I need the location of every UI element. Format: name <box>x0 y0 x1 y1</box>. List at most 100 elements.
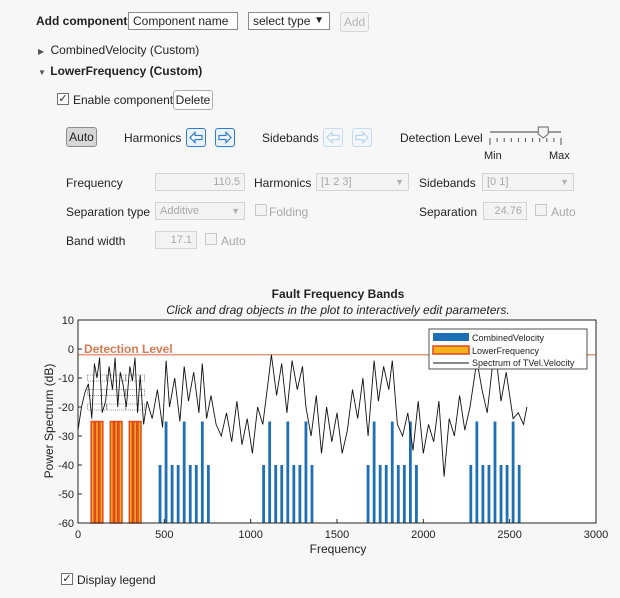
combined-velocity-bars[interactable] <box>158 421 521 524</box>
y-tick-label: -20 <box>58 402 74 414</box>
combined-velocity-bar[interactable] <box>402 465 406 523</box>
legend-entry-spectrum: Spectrum of TVel.Velocity <box>472 358 575 368</box>
detection-level-slider[interactable] <box>487 124 567 150</box>
y-tick-label: 0 <box>68 344 74 356</box>
combined-velocity-bar[interactable] <box>499 465 503 523</box>
frequency-label: Frequency <box>66 176 123 190</box>
sidebands-increase-button[interactable] <box>352 128 372 147</box>
combined-velocity-bar[interactable] <box>372 421 376 524</box>
combined-velocity-bar[interactable] <box>396 465 400 523</box>
combined-velocity-bar[interactable] <box>390 421 394 524</box>
lower-frequency-bar[interactable] <box>137 420 142 524</box>
tree-item-label: CombinedVelocity (Custom) <box>50 43 200 57</box>
combined-velocity-bar[interactable] <box>517 465 521 523</box>
slider-min-label: Min <box>484 150 502 162</box>
enable-component-label: Enable component <box>73 93 174 107</box>
combined-velocity-bar[interactable] <box>505 465 509 523</box>
slider-thumb[interactable] <box>537 126 549 139</box>
y-axis-label: Power Spectrum (dB) <box>42 364 56 479</box>
separation-auto-label: Auto <box>551 205 576 219</box>
separation-type-dropdown[interactable]: Additive ▼ <box>155 202 245 220</box>
combined-velocity-bar[interactable] <box>408 421 412 524</box>
select-type-dropdown[interactable]: select type ▼ <box>248 12 330 30</box>
combined-velocity-bar[interactable] <box>366 465 370 523</box>
lower-frequency-bar[interactable] <box>109 420 115 524</box>
combined-velocity-bar[interactable] <box>206 465 210 523</box>
lower-frequency-bar[interactable] <box>90 420 95 524</box>
frequency-field[interactable]: 110.5 <box>155 173 245 191</box>
combined-velocity-bar[interactable] <box>194 465 198 523</box>
harmonics-decrease-button[interactable] <box>186 128 206 147</box>
combined-velocity-bar[interactable] <box>280 465 284 523</box>
combined-velocity-bar[interactable] <box>298 465 302 523</box>
combined-velocity-bar[interactable] <box>262 465 266 523</box>
sidebands-decrease-button[interactable] <box>323 128 343 147</box>
combined-velocity-bar[interactable] <box>158 465 162 523</box>
band-marker <box>125 389 145 396</box>
sidebands-dropdown[interactable]: [0 1] ▼ <box>482 173 574 191</box>
combined-velocity-bar[interactable] <box>378 465 382 523</box>
combined-velocity-bar[interactable] <box>415 465 418 523</box>
dropdown-arrow-icon: ▼ <box>395 177 404 187</box>
harmonics-increase-button[interactable] <box>215 128 235 147</box>
combined-velocity-bar[interactable] <box>170 465 174 523</box>
enable-component-checkbox[interactable]: ✓ <box>57 93 69 105</box>
combined-velocity-bar[interactable] <box>487 465 491 523</box>
combined-velocity-bar[interactable] <box>286 421 290 524</box>
lower-frequency-bar[interactable] <box>132 420 138 524</box>
legend-swatch-lower <box>432 345 470 355</box>
legend-entry-lower: LowerFrequency <box>472 346 540 356</box>
separation-auto-checkbox[interactable] <box>535 204 547 216</box>
display-legend-label: Display legend <box>77 573 156 587</box>
display-legend-checkbox[interactable]: ✓ <box>61 573 73 585</box>
y-tick-label: -60 <box>58 518 74 530</box>
y-tick-label: -10 <box>58 373 74 385</box>
combined-velocity-bar[interactable] <box>164 421 168 524</box>
chart-legend[interactable]: CombinedVelocity LowerFrequency Spectrum… <box>428 328 588 370</box>
y-tick-label: -40 <box>58 460 74 472</box>
lower-frequency-bar[interactable] <box>113 420 119 524</box>
combined-velocity-bar[interactable] <box>384 465 388 523</box>
band-width-label: Band width <box>66 234 126 248</box>
x-tick-label: 0 <box>75 529 81 541</box>
combined-velocity-bar[interactable] <box>182 421 186 524</box>
lower-frequency-bar[interactable] <box>94 420 100 524</box>
tree-item-lowerfrequency[interactable]: ▼ LowerFrequency (Custom) <box>38 64 202 78</box>
dropdown-arrow-icon: ▼ <box>314 15 324 26</box>
combined-velocity-bar[interactable] <box>475 421 479 524</box>
combined-velocity-bar[interactable] <box>292 465 296 523</box>
harmonics-dropdown[interactable]: [1 2 3] ▼ <box>316 173 409 191</box>
combined-velocity-bar[interactable] <box>481 465 485 523</box>
component-name-input[interactable]: Component name <box>128 12 238 30</box>
lower-frequency-bar[interactable] <box>99 420 104 524</box>
fault-frequency-chart[interactable]: Fault Frequency Bands Click and drag obj… <box>0 280 620 570</box>
combined-velocity-bar[interactable] <box>469 465 473 523</box>
x-axis: 0 500 1000 1500 2000 2500 3000 <box>75 519 608 541</box>
separation-field[interactable]: 24.76 <box>483 202 527 220</box>
combined-velocity-bar[interactable] <box>268 421 272 524</box>
combined-velocity-bar[interactable] <box>176 465 180 523</box>
combined-velocity-bar[interactable] <box>511 421 515 524</box>
auto-button[interactable]: Auto <box>66 127 97 147</box>
add-button[interactable]: Add <box>340 12 369 32</box>
combined-velocity-bar[interactable] <box>200 421 204 524</box>
select-type-value: select type <box>253 14 311 28</box>
combined-velocity-bar[interactable] <box>274 465 278 523</box>
separation-label: Separation <box>419 205 478 219</box>
lower-frequency-bar[interactable] <box>118 420 123 524</box>
combined-velocity-bar[interactable] <box>310 465 314 523</box>
y-axis: 10 0 -10 -20 -30 -40 -50 -60 <box>58 315 82 530</box>
folding-checkbox[interactable] <box>255 204 267 216</box>
band-width-auto-checkbox[interactable] <box>205 233 217 245</box>
sidebands-field-label: Sidebands <box>419 176 476 190</box>
band-width-field[interactable]: 17.1 <box>155 231 197 249</box>
delete-button[interactable]: Delete <box>173 90 213 110</box>
combined-velocity-bar[interactable] <box>304 421 308 524</box>
tree-item-combinedvelocity[interactable]: ▶ CombinedVelocity (Custom) <box>38 43 199 57</box>
lower-frequency-bar[interactable] <box>128 420 134 524</box>
combined-velocity-bar[interactable] <box>188 465 192 523</box>
combined-velocity-bar[interactable] <box>493 421 497 524</box>
lower-frequency-bars[interactable] <box>90 420 142 524</box>
dropdown-arrow-icon: ▼ <box>560 177 569 187</box>
folding-label: Folding <box>269 205 309 219</box>
